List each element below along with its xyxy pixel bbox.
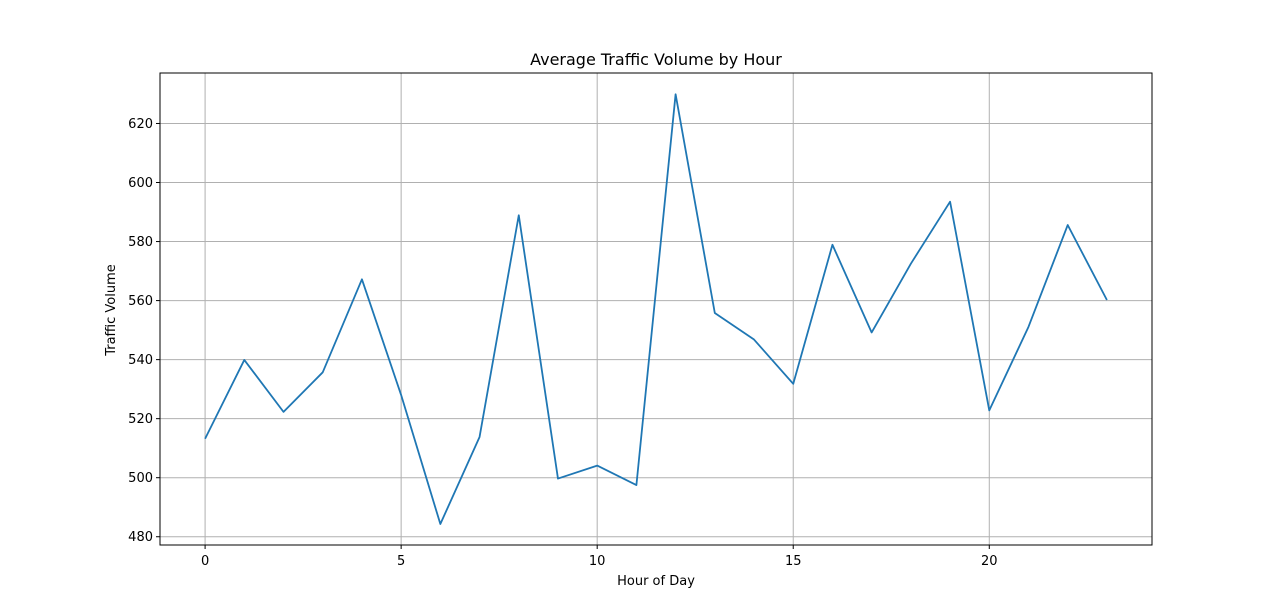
y-tick-label: 620 (128, 117, 153, 132)
y-tick-label: 540 (128, 353, 153, 368)
plot-area-frame (159, 72, 1153, 546)
y-tick-label: 580 (128, 235, 153, 250)
x-tick-label: 0 (201, 554, 209, 569)
x-tick-label: 20 (981, 554, 998, 569)
grid (160, 73, 1152, 545)
y-tick-label: 600 (128, 176, 153, 191)
x-tick-label: 5 (397, 554, 405, 569)
y-tick-label: 520 (128, 412, 153, 427)
x-tick-label: 15 (785, 554, 802, 569)
x-axis-ticks: 0 5 10 15 20 (201, 545, 998, 569)
y-axis-label: Traffic Volume (104, 264, 119, 357)
series-line (204, 93, 1108, 525)
x-axis-label: Hour of Day (617, 574, 695, 589)
y-tick-label: 500 (128, 471, 153, 486)
series-layer (204, 93, 1108, 525)
y-tick-label: 480 (128, 530, 153, 545)
chart-title: Average Traffic Volume by Hour (530, 50, 782, 69)
x-tick-label: 10 (589, 554, 606, 569)
y-tick-label: 560 (128, 294, 153, 309)
y-axis-ticks: 480 500 520 540 560 580 600 620 (128, 117, 160, 545)
